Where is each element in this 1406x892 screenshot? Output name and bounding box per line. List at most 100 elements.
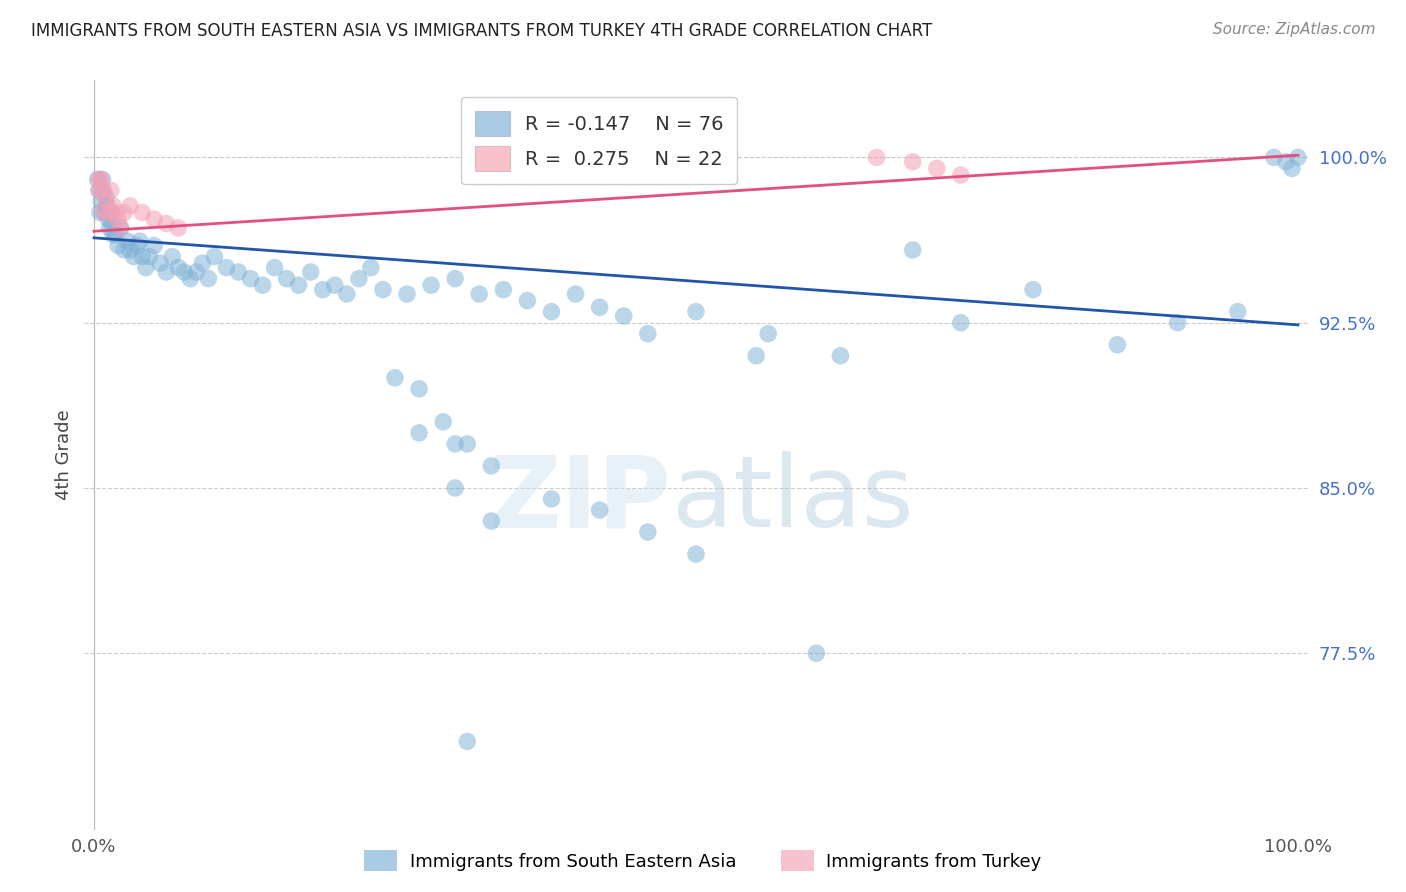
Point [949,168,972,182]
Text: Source: ZipAtlas.com: Source: ZipAtlas.com [1212,22,1375,37]
Point [112,243,135,257]
Point [456,734,478,748]
Point [1263,150,1285,164]
Point [93,184,115,198]
Point [104,205,127,219]
Point [98,221,121,235]
Point [299,265,322,279]
Point [516,293,538,308]
Point [138,250,160,264]
Point [336,287,359,301]
Point [456,437,478,451]
Point [806,646,828,660]
Point [588,503,610,517]
Point [215,260,238,275]
Point [347,271,370,285]
Point [830,349,852,363]
Point [384,371,406,385]
Point [1226,304,1249,318]
Point [120,243,142,257]
Point [287,278,309,293]
Point [155,217,177,231]
Point [1107,337,1129,351]
Point [408,382,430,396]
Point [167,260,190,275]
Point [97,205,120,219]
Point [865,150,887,164]
Point [197,271,219,285]
Point [112,205,135,219]
Point [901,154,924,169]
Point [637,326,659,341]
Point [479,458,502,473]
Point [94,190,117,204]
Point [1281,161,1303,176]
Point [444,271,467,285]
Point [588,300,610,314]
Point [745,349,768,363]
Point [89,184,111,198]
Point [93,205,115,219]
Point [613,309,636,323]
Point [420,278,443,293]
Point [173,265,195,279]
Point [110,221,132,235]
Point [94,194,117,209]
Point [540,491,562,506]
Point [87,184,110,198]
Point [135,260,157,275]
Point [1167,316,1189,330]
Point [89,205,111,219]
Point [155,265,177,279]
Point [179,271,201,285]
Point [107,212,129,227]
Point [94,205,117,219]
Point [186,265,208,279]
Point [117,234,139,248]
Point [1286,150,1309,164]
Point [1275,154,1298,169]
Point [127,238,149,252]
Point [96,199,118,213]
Point [103,227,125,242]
Point [540,304,562,318]
Point [167,221,190,235]
Point [131,205,153,219]
Point [925,161,948,176]
Point [143,238,166,252]
Point [90,172,112,186]
Point [408,425,430,440]
Point [492,283,515,297]
Point [107,238,129,252]
Point [685,547,707,561]
Point [263,260,285,275]
Point [444,481,467,495]
Legend: R = -0.147    N = 76, R =  0.275    N = 22: R = -0.147 N = 76, R = 0.275 N = 22 [461,97,737,185]
Point [100,205,122,219]
Point [103,199,125,213]
Point [162,250,184,264]
Point [564,287,586,301]
Point [90,194,112,209]
Point [228,265,250,279]
Point [479,514,502,528]
Point [87,172,110,186]
Point [122,250,145,264]
Point [637,524,659,539]
Point [395,287,418,301]
Text: IMMIGRANTS FROM SOUTH EASTERN ASIA VS IMMIGRANTS FROM TURKEY 4TH GRADE CORRELATI: IMMIGRANTS FROM SOUTH EASTERN ASIA VS IM… [31,22,932,40]
Point [97,212,120,227]
Point [323,278,346,293]
Point [239,271,262,285]
Point [360,260,382,275]
Point [191,256,214,270]
Text: atlas: atlas [672,451,912,549]
Point [685,304,707,318]
Point [276,271,298,285]
Point [444,437,467,451]
Point [120,199,142,213]
Point [901,243,924,257]
Point [202,250,225,264]
Legend: Immigrants from South Eastern Asia, Immigrants from Turkey: Immigrants from South Eastern Asia, Immi… [357,843,1049,879]
Point [143,212,166,227]
